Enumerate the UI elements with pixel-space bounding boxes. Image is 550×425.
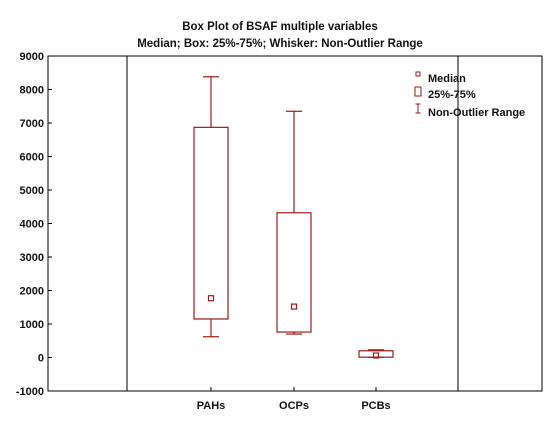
y-tick-label-10: 9000 (20, 51, 44, 63)
median-marker-pcbs (372, 352, 380, 359)
y-tick-label-9: 8000 (20, 85, 44, 97)
x-axis: PAHs OCPs PCBs (197, 387, 391, 412)
legend-whisker-label: Non-Outlier Range (428, 107, 525, 119)
legend-box-label: 25%-75% (428, 89, 476, 101)
median-marker-ocps (290, 303, 298, 310)
legend-whisker-marker (415, 103, 421, 114)
legend-median-marker (415, 71, 421, 77)
y-tick-label-8: 7000 (20, 118, 44, 130)
box-pahs (193, 76, 229, 338)
iqr-box-ocps (276, 212, 312, 333)
x-tick-label-pcbs: PCBs (361, 400, 390, 412)
y-tick-label-7: 6000 (20, 152, 44, 164)
y-tick-label-4: 3000 (20, 252, 44, 264)
y-tick-label-1: 0 (38, 353, 44, 365)
x-tick-label-ocps: OCPs (279, 400, 309, 412)
legend-box-marker (414, 86, 422, 97)
y-tick-label-5: 4000 (20, 219, 44, 231)
box-ocps (276, 110, 312, 335)
box-pcbs (358, 349, 394, 359)
y-tick-label-3: 2000 (20, 286, 44, 298)
legend: Median 25%-75% Non-Outlier Range (414, 71, 525, 119)
chart-subtitle: Median; Box: 25%-75%; Whisker: Non-Outli… (137, 38, 423, 50)
iqr-box-pahs (193, 126, 229, 320)
y-tick-label-0: -1000 (16, 386, 44, 398)
x-tick-label-pahs: PAHs (197, 400, 226, 412)
y-tick-label-2: 1000 (20, 319, 44, 331)
iqr-box-pcbs (358, 350, 394, 358)
boxes-group (193, 76, 394, 359)
y-axis: -1000 0 1000 2000 3000 4000 5000 6000 7000 8000 90… (16, 51, 52, 398)
chart-title: Box Plot of BSAF multiple variables (182, 21, 378, 33)
legend-median-label: Median (428, 73, 466, 85)
median-marker-pahs (207, 295, 215, 302)
y-tick-label-6: 5000 (20, 185, 44, 197)
